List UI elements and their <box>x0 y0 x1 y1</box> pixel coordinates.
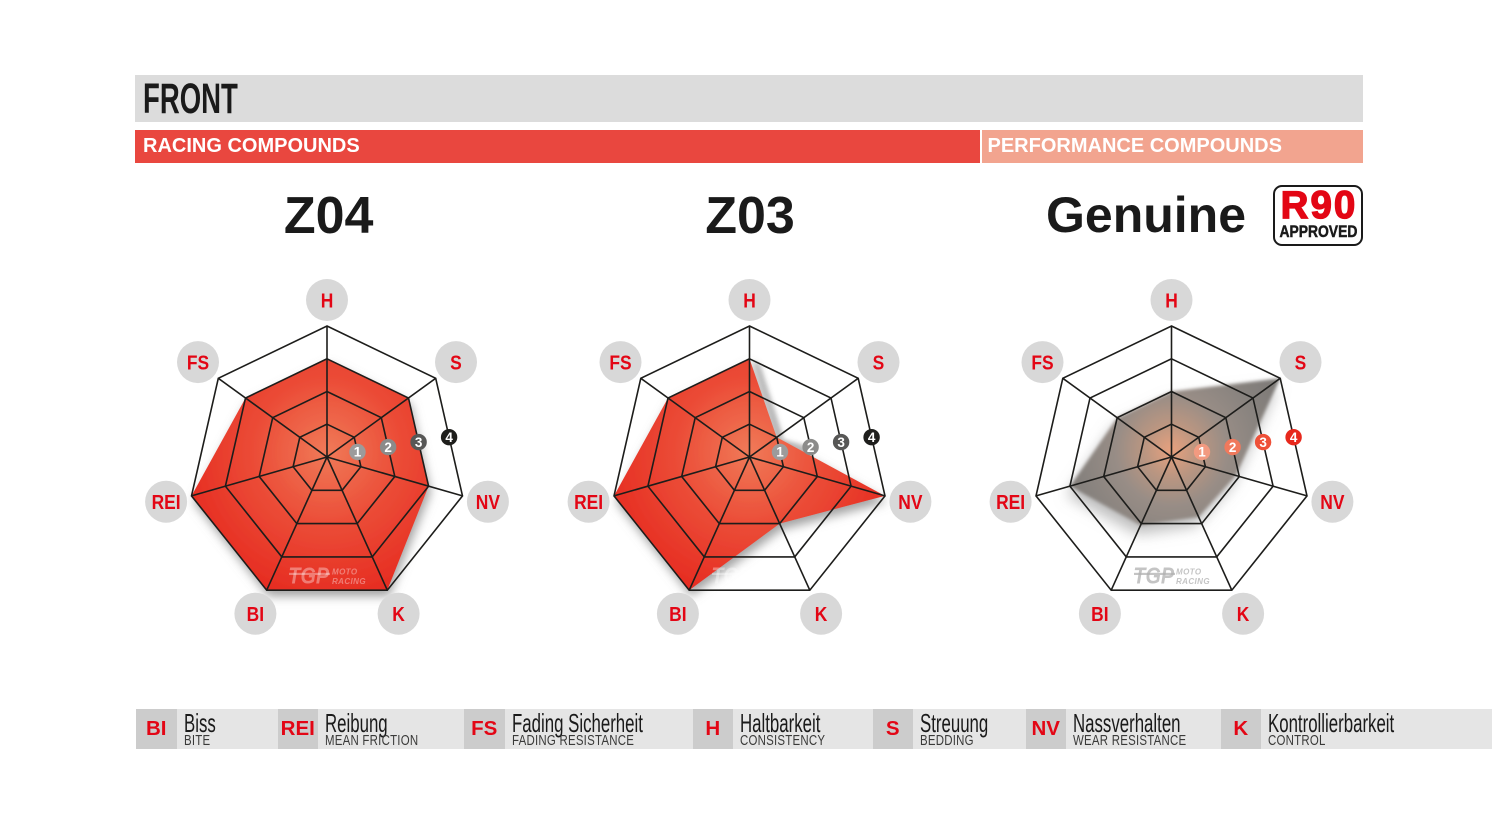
svg-text:REI: REI <box>152 492 181 515</box>
svg-text:1: 1 <box>354 445 362 460</box>
svg-text:4: 4 <box>445 430 453 445</box>
svg-text:REI: REI <box>996 492 1025 515</box>
svg-text:FS: FS <box>187 352 209 375</box>
svg-text:TGP: TGP <box>1133 562 1174 589</box>
svg-text:MOTO: MOTO <box>1176 568 1202 577</box>
svg-text:RACING: RACING <box>754 577 788 586</box>
svg-text:3: 3 <box>837 435 845 450</box>
svg-text:3: 3 <box>415 435 423 450</box>
svg-text:H: H <box>321 290 334 313</box>
svg-text:NV: NV <box>476 492 500 515</box>
svg-text:NV: NV <box>1320 492 1344 515</box>
svg-text:FS: FS <box>1031 352 1053 375</box>
svg-text:BI: BI <box>669 604 686 627</box>
svg-text:H: H <box>743 290 756 313</box>
svg-text:MOTO: MOTO <box>332 568 358 577</box>
svg-text:RACING: RACING <box>332 577 366 586</box>
svg-text:TGP: TGP <box>288 562 329 589</box>
svg-text:K: K <box>392 604 405 627</box>
svg-text:1: 1 <box>776 445 784 460</box>
svg-text:FS: FS <box>609 352 631 375</box>
svg-text:K: K <box>1237 604 1250 627</box>
svg-text:REI: REI <box>574 492 603 515</box>
svg-text:RACING: RACING <box>1176 577 1210 586</box>
svg-text:2: 2 <box>384 440 392 455</box>
svg-text:2: 2 <box>1229 440 1237 455</box>
svg-text:K: K <box>815 604 828 627</box>
svg-text:H: H <box>1165 290 1178 313</box>
svg-text:BI: BI <box>1091 604 1108 627</box>
svg-text:4: 4 <box>1290 430 1298 445</box>
svg-text:1: 1 <box>1198 445 1206 460</box>
svg-text:2: 2 <box>807 440 815 455</box>
svg-text:TGP: TGP <box>711 562 752 589</box>
svg-text:NV: NV <box>898 492 922 515</box>
svg-text:MOTO: MOTO <box>754 568 780 577</box>
svg-text:S: S <box>1295 352 1307 375</box>
svg-text:3: 3 <box>1259 435 1267 450</box>
svg-text:S: S <box>450 352 462 375</box>
svg-text:S: S <box>873 352 885 375</box>
svg-text:BI: BI <box>247 604 264 627</box>
svg-text:4: 4 <box>868 430 876 445</box>
